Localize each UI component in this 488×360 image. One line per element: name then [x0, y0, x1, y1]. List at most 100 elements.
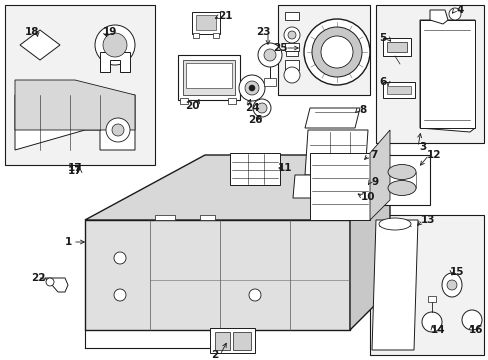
Circle shape	[252, 99, 270, 117]
Bar	[375, 5, 483, 143]
Circle shape	[114, 252, 126, 264]
Polygon shape	[349, 155, 389, 330]
Bar	[427, 296, 435, 302]
Text: 17: 17	[67, 166, 82, 176]
Text: 3: 3	[419, 142, 426, 152]
Circle shape	[95, 25, 135, 65]
Circle shape	[264, 49, 275, 61]
Polygon shape	[292, 175, 359, 198]
Text: 17: 17	[67, 163, 82, 173]
Text: 7: 7	[369, 150, 377, 160]
Polygon shape	[309, 153, 369, 220]
Bar	[285, 12, 298, 20]
Polygon shape	[229, 153, 280, 185]
Circle shape	[258, 43, 282, 67]
Bar	[209, 328, 254, 353]
Bar	[215, 332, 229, 350]
Text: 1: 1	[64, 237, 71, 247]
Bar	[374, 155, 429, 205]
Bar	[185, 63, 231, 88]
Polygon shape	[371, 220, 417, 350]
Text: 11: 11	[277, 163, 292, 173]
Bar	[382, 38, 410, 56]
Circle shape	[106, 118, 130, 142]
Bar	[193, 33, 199, 38]
Polygon shape	[45, 278, 68, 292]
Circle shape	[112, 124, 124, 136]
Text: 10: 10	[360, 192, 374, 202]
Circle shape	[244, 81, 259, 95]
Circle shape	[448, 8, 460, 20]
Text: 8: 8	[359, 105, 366, 115]
Bar	[232, 332, 250, 350]
Bar	[382, 82, 414, 98]
Text: 21: 21	[217, 11, 232, 21]
Polygon shape	[305, 108, 359, 128]
Text: 14: 14	[430, 325, 445, 335]
Bar	[5, 5, 155, 165]
Bar	[196, 15, 216, 30]
Bar	[285, 60, 298, 70]
Bar	[386, 86, 410, 94]
Polygon shape	[419, 20, 474, 132]
Ellipse shape	[387, 180, 415, 195]
Bar	[264, 78, 275, 86]
Text: 20: 20	[184, 101, 199, 111]
Text: 13: 13	[420, 215, 434, 225]
Text: 5: 5	[379, 33, 386, 43]
Polygon shape	[429, 10, 447, 24]
Bar	[192, 12, 220, 34]
Bar	[386, 42, 406, 52]
Text: 9: 9	[371, 177, 378, 187]
Text: 22: 22	[31, 273, 45, 283]
Circle shape	[287, 31, 295, 39]
Text: 19: 19	[102, 27, 117, 37]
Bar	[285, 51, 297, 56]
Text: 23: 23	[255, 27, 270, 37]
Circle shape	[257, 103, 266, 113]
Polygon shape	[15, 95, 135, 150]
Ellipse shape	[441, 273, 461, 297]
Bar	[180, 98, 187, 104]
Circle shape	[103, 33, 127, 57]
Circle shape	[421, 312, 441, 332]
Text: 12: 12	[426, 150, 440, 160]
Circle shape	[239, 75, 264, 101]
Circle shape	[304, 19, 369, 85]
Bar	[227, 98, 236, 104]
Circle shape	[461, 310, 481, 330]
Text: 24: 24	[244, 103, 259, 113]
Bar	[278, 5, 369, 95]
Polygon shape	[85, 155, 389, 220]
Text: 26: 26	[247, 115, 262, 125]
Circle shape	[284, 27, 299, 43]
Text: 18: 18	[25, 27, 39, 37]
Circle shape	[446, 280, 456, 290]
Text: 2: 2	[211, 350, 218, 360]
Bar	[285, 43, 298, 51]
Text: 4: 4	[455, 5, 463, 15]
Polygon shape	[100, 52, 130, 72]
Polygon shape	[419, 20, 474, 128]
Circle shape	[114, 289, 126, 301]
Circle shape	[46, 278, 54, 286]
Text: 25: 25	[272, 43, 286, 53]
Text: 6: 6	[379, 77, 386, 87]
Polygon shape	[85, 220, 349, 330]
Circle shape	[320, 36, 352, 68]
Polygon shape	[305, 130, 367, 175]
Circle shape	[248, 289, 261, 301]
Bar	[369, 215, 483, 355]
Polygon shape	[369, 130, 389, 220]
Bar	[183, 60, 235, 95]
Polygon shape	[20, 30, 60, 60]
Ellipse shape	[378, 218, 410, 230]
Text: 16: 16	[468, 325, 482, 335]
Polygon shape	[15, 80, 135, 130]
Text: 15: 15	[449, 267, 463, 277]
Polygon shape	[200, 215, 215, 220]
Ellipse shape	[387, 165, 415, 180]
Bar	[213, 33, 219, 38]
Polygon shape	[155, 215, 175, 220]
Circle shape	[311, 27, 361, 77]
